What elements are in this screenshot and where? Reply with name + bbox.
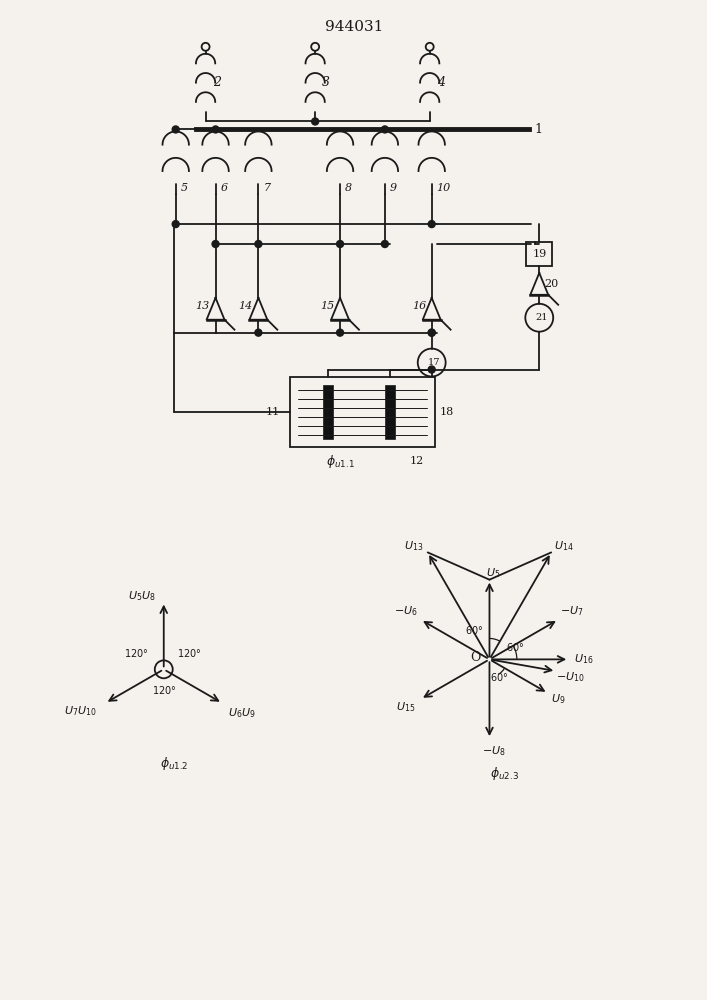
Text: 12: 12: [410, 456, 424, 466]
Text: $U_6U_9$: $U_6U_9$: [228, 706, 256, 720]
Text: $120°$: $120°$: [151, 684, 176, 696]
Text: 18: 18: [440, 407, 454, 417]
Bar: [323, 385, 333, 439]
Text: 8: 8: [345, 183, 352, 193]
Text: $120°$: $120°$: [124, 647, 148, 659]
Text: $U_5$: $U_5$: [486, 566, 501, 580]
Circle shape: [212, 241, 219, 247]
Circle shape: [173, 126, 179, 133]
Text: $120°$: $120°$: [177, 647, 201, 659]
Circle shape: [337, 329, 344, 336]
Text: $-U_7$: $-U_7$: [559, 605, 583, 618]
Circle shape: [381, 126, 388, 133]
Text: $60°$: $60°$: [506, 641, 525, 653]
Circle shape: [428, 329, 436, 336]
Text: $\phi_{u1.2}$: $\phi_{u1.2}$: [160, 755, 188, 772]
Circle shape: [255, 241, 262, 247]
Text: $U_9$: $U_9$: [551, 692, 566, 706]
Text: 15: 15: [320, 301, 334, 311]
Text: $60°$: $60°$: [490, 671, 508, 683]
Text: 4: 4: [437, 76, 445, 89]
Bar: [526, 242, 552, 266]
Circle shape: [337, 241, 344, 247]
Text: $U_{14}$: $U_{14}$: [554, 540, 574, 553]
Text: 7: 7: [263, 183, 271, 193]
Text: 2: 2: [213, 76, 221, 89]
Circle shape: [212, 126, 219, 133]
Text: 3: 3: [322, 76, 330, 89]
Text: 13: 13: [196, 301, 210, 311]
Circle shape: [428, 366, 436, 373]
Circle shape: [428, 329, 436, 336]
Text: $\phi_{u1.1}$: $\phi_{u1.1}$: [326, 453, 354, 470]
Text: 17: 17: [428, 358, 440, 367]
Text: $U_{15}$: $U_{15}$: [396, 700, 415, 714]
Text: $U_{13}$: $U_{13}$: [404, 540, 423, 553]
Text: $U_{16}$: $U_{16}$: [574, 652, 594, 666]
Circle shape: [255, 329, 262, 336]
Text: 19: 19: [532, 249, 547, 259]
Text: 16: 16: [411, 301, 426, 311]
Text: 10: 10: [437, 183, 451, 193]
Text: $\phi_{u2.3}$: $\phi_{u2.3}$: [490, 765, 519, 782]
Text: $-U_8$: $-U_8$: [481, 744, 506, 758]
Circle shape: [312, 118, 319, 125]
Text: $-U_6$: $-U_6$: [394, 605, 417, 618]
Text: 14: 14: [238, 301, 252, 311]
Text: O: O: [470, 651, 481, 664]
Text: 1: 1: [534, 123, 542, 136]
Text: 20: 20: [544, 279, 559, 289]
Text: $60°$: $60°$: [465, 624, 484, 636]
Text: 11: 11: [265, 407, 279, 417]
Bar: [291, 377, 435, 447]
Text: 5: 5: [181, 183, 188, 193]
Text: 9: 9: [390, 183, 397, 193]
Circle shape: [173, 221, 179, 228]
Circle shape: [381, 241, 388, 247]
Text: 21: 21: [535, 313, 548, 322]
Text: 6: 6: [221, 183, 228, 193]
Text: $-U_{10}$: $-U_{10}$: [556, 670, 585, 684]
Text: 944031: 944031: [325, 20, 383, 34]
Text: $U_5U_8$: $U_5U_8$: [128, 589, 156, 603]
Text: $U_7U_{10}$: $U_7U_{10}$: [64, 704, 97, 718]
Bar: [385, 385, 395, 439]
Circle shape: [428, 221, 436, 228]
